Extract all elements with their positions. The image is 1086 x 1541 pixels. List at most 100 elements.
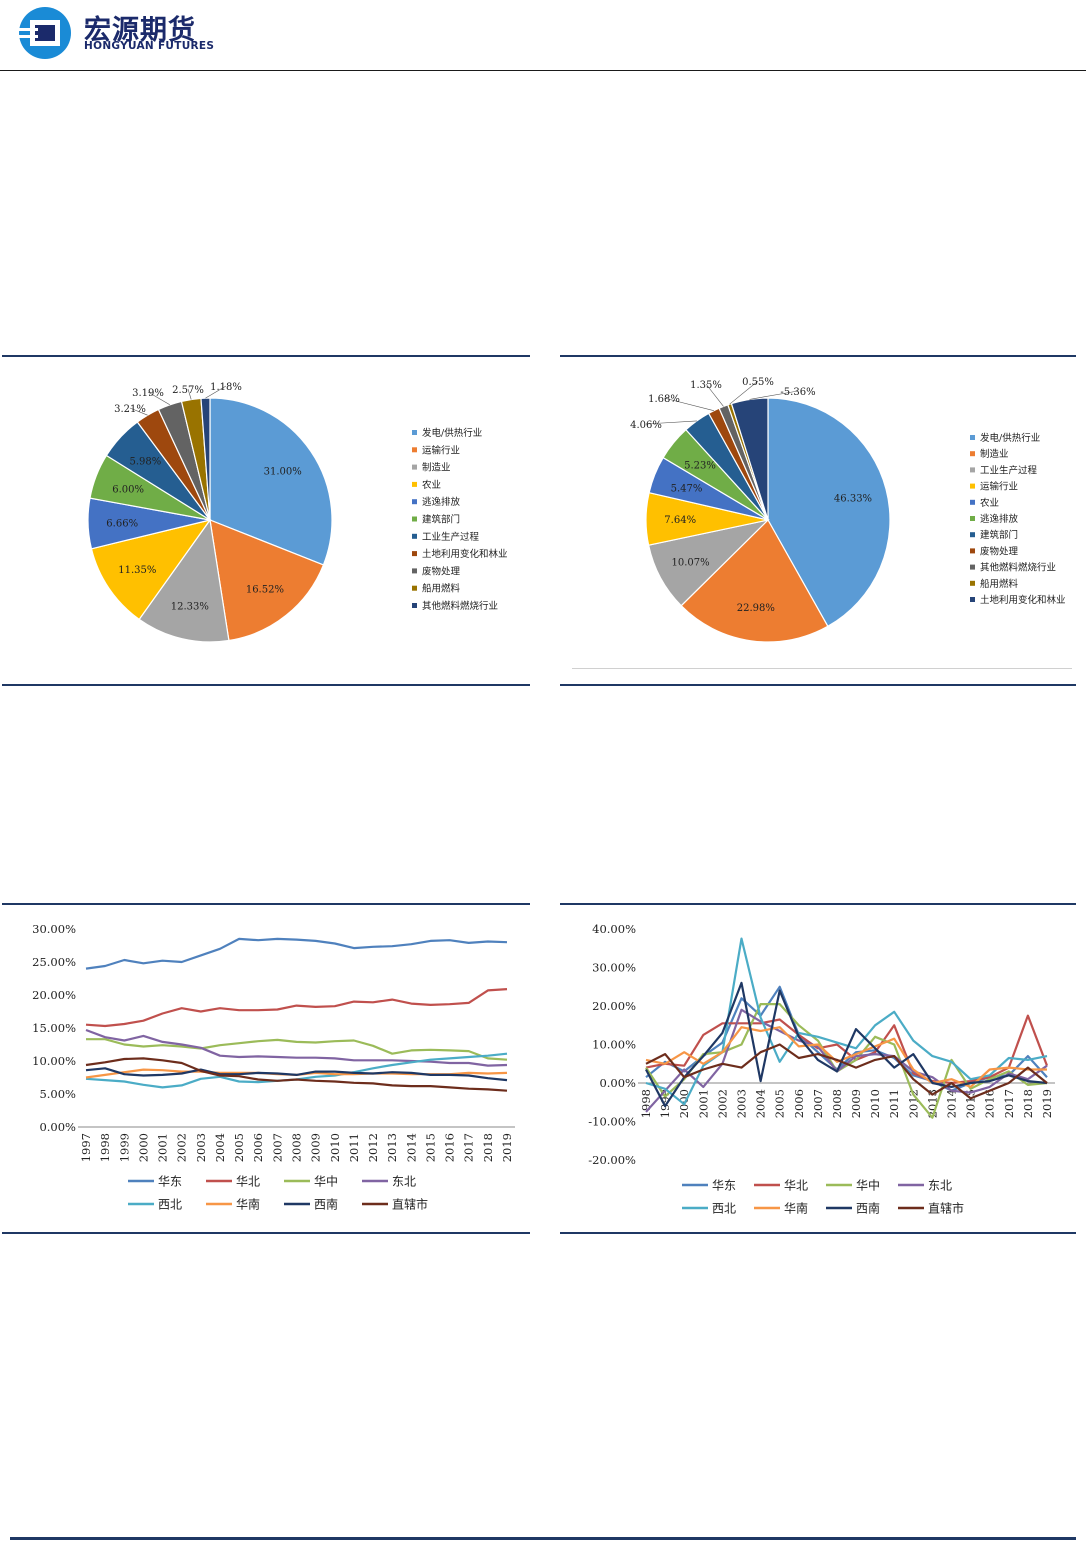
legend-swatch <box>412 481 417 487</box>
figure-2-inner-rule <box>572 668 1072 669</box>
leader-line <box>205 385 227 399</box>
pie-value-label: 5.47% <box>671 483 703 494</box>
leader-line <box>187 388 192 400</box>
x-tick-label: 2009 <box>309 1133 323 1162</box>
legend-label: 土地利用变化和林业 <box>422 548 508 560</box>
legend-label: 华南 <box>784 1201 808 1216</box>
series-line <box>645 1002 1048 1119</box>
x-tick-label: 1998 <box>98 1133 112 1162</box>
legend-swatch <box>970 532 975 538</box>
pie-value-label: 5.98% <box>130 456 162 467</box>
x-tick-label: 2019 <box>500 1133 514 1162</box>
x-tick-label: 2010 <box>868 1089 882 1118</box>
legend-label: 发电/供热行业 <box>980 432 1040 444</box>
figure-2-bottom-rule <box>560 684 1076 686</box>
x-tick-label: 2006 <box>792 1089 806 1118</box>
pie-value-label: -5.36% <box>780 387 815 398</box>
legend-swatch <box>970 435 975 440</box>
leader-line <box>147 391 170 406</box>
x-tick-label: 2008 <box>830 1089 844 1118</box>
x-tick-label: 2003 <box>194 1133 208 1162</box>
logo-chinese-name: 宏源期货 <box>84 15 196 46</box>
legend-swatch <box>970 516 975 521</box>
legend-swatch <box>412 499 417 505</box>
pie-slice <box>767 397 891 628</box>
x-tick-label: 2011 <box>347 1133 361 1162</box>
figure-1-bottom-rule <box>2 684 530 686</box>
x-tick-label: 1999 <box>117 1133 131 1162</box>
y-tick-label: 25.00% <box>32 955 76 969</box>
legend-label: 工业生产过程 <box>422 531 480 543</box>
y-tick-label: 30.00% <box>32 922 76 936</box>
pie-value-label: 46.33% <box>834 494 872 505</box>
x-tick-label: 2005 <box>232 1133 246 1162</box>
x-tick-label: 1999 <box>658 1089 672 1118</box>
pie-value-label: 5.23% <box>684 460 716 471</box>
y-tick-label: -10.00% <box>588 1115 636 1129</box>
x-tick-label: 2003 <box>735 1089 749 1118</box>
x-tick-label: 2005 <box>773 1089 787 1118</box>
legend-label: 直辖市 <box>928 1201 964 1216</box>
legend-label: 其他燃料燃烧行业 <box>980 562 1056 574</box>
legend-label: 西北 <box>158 1198 182 1212</box>
pie-slice <box>209 397 333 566</box>
leader-line <box>645 420 697 425</box>
legend-swatch <box>412 568 417 574</box>
legend-label: 东北 <box>928 1179 952 1193</box>
pie-value-label: 0.55% <box>742 377 774 388</box>
series-line <box>86 1038 508 1061</box>
x-tick-label: 2000 <box>136 1133 150 1162</box>
x-tick-label: 2002 <box>175 1133 189 1162</box>
x-tick-label: 2012 <box>906 1089 920 1118</box>
leader-line <box>705 383 724 407</box>
y-tick-label: 15.00% <box>32 1021 76 1035</box>
legend-label: 西南 <box>856 1201 880 1216</box>
legend-swatch <box>412 603 417 608</box>
x-tick-label: 2017 <box>1002 1089 1016 1118</box>
x-tick-label: 1997 <box>79 1133 93 1162</box>
pie-value-label: 31.00% <box>264 467 302 478</box>
pie-value-label: 7.64% <box>664 515 696 526</box>
legend-label: 废物处理 <box>422 565 461 577</box>
series-line <box>85 937 508 970</box>
x-tick-label: 2006 <box>251 1133 265 1162</box>
x-tick-label: 2008 <box>290 1133 304 1162</box>
legend-label: 制造业 <box>422 462 451 474</box>
y-tick-label: 5.00% <box>39 1087 76 1101</box>
legend-swatch <box>412 430 417 435</box>
y-tick-label: 0.00% <box>599 1076 636 1090</box>
logo-english-name: HONGYUAN FUTURES <box>84 40 215 52</box>
series-line <box>85 1067 508 1082</box>
legend-swatch <box>970 483 975 489</box>
y-tick-label: 40.00% <box>592 922 636 936</box>
series-line <box>85 1057 508 1092</box>
y-tick-label: 20.00% <box>32 988 76 1002</box>
legend-swatch <box>412 533 417 539</box>
pie-value-label: 11.35% <box>118 565 156 576</box>
pie-value-label: 2.57% <box>172 385 204 396</box>
x-tick-label: 2018 <box>1021 1089 1035 1118</box>
legend-label: 华北 <box>784 1179 808 1193</box>
y-tick-label: 0.00% <box>39 1120 76 1134</box>
figure-2-top-rule <box>560 355 1076 357</box>
legend-label: 发电/供热行业 <box>422 427 482 439</box>
legend-label: 华中 <box>856 1178 880 1193</box>
x-tick-label: 2001 <box>696 1089 710 1118</box>
legend-label: 建筑部门 <box>422 514 460 526</box>
figure-3-top-rule <box>2 903 530 905</box>
legend-swatch <box>412 516 417 522</box>
legend-swatch <box>412 447 417 453</box>
company-logo-icon <box>18 6 74 60</box>
legend-label: 建筑部门 <box>980 529 1018 541</box>
leader-line <box>663 397 714 411</box>
legend-swatch <box>970 451 975 457</box>
x-tick-label: 2009 <box>849 1089 863 1118</box>
pie-value-label: 1.68% <box>648 394 680 405</box>
figure-4-top-rule <box>560 903 1076 905</box>
x-tick-label: 2004 <box>213 1133 227 1162</box>
y-tick-label: 10.00% <box>592 1038 636 1052</box>
legend-label: 西南 <box>314 1197 338 1212</box>
x-tick-label: 1998 <box>639 1089 653 1118</box>
series-line <box>645 937 1048 1106</box>
pie-value-label: 1.18% <box>210 382 242 393</box>
